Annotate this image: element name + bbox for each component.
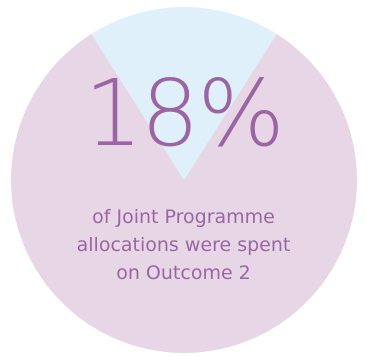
caption-line-3: on Outcome 2	[116, 262, 251, 284]
caption-line-2: allocations were spent	[76, 234, 291, 256]
caption-line-1: of Joint Programme	[92, 206, 275, 228]
pie-slice-other	[10, 33, 357, 353]
stat-value: 18%	[84, 60, 284, 167]
pie-slice-outcome-2	[91, 7, 277, 180]
stat-caption: of Joint Programme allocations were spen…	[40, 203, 327, 287]
